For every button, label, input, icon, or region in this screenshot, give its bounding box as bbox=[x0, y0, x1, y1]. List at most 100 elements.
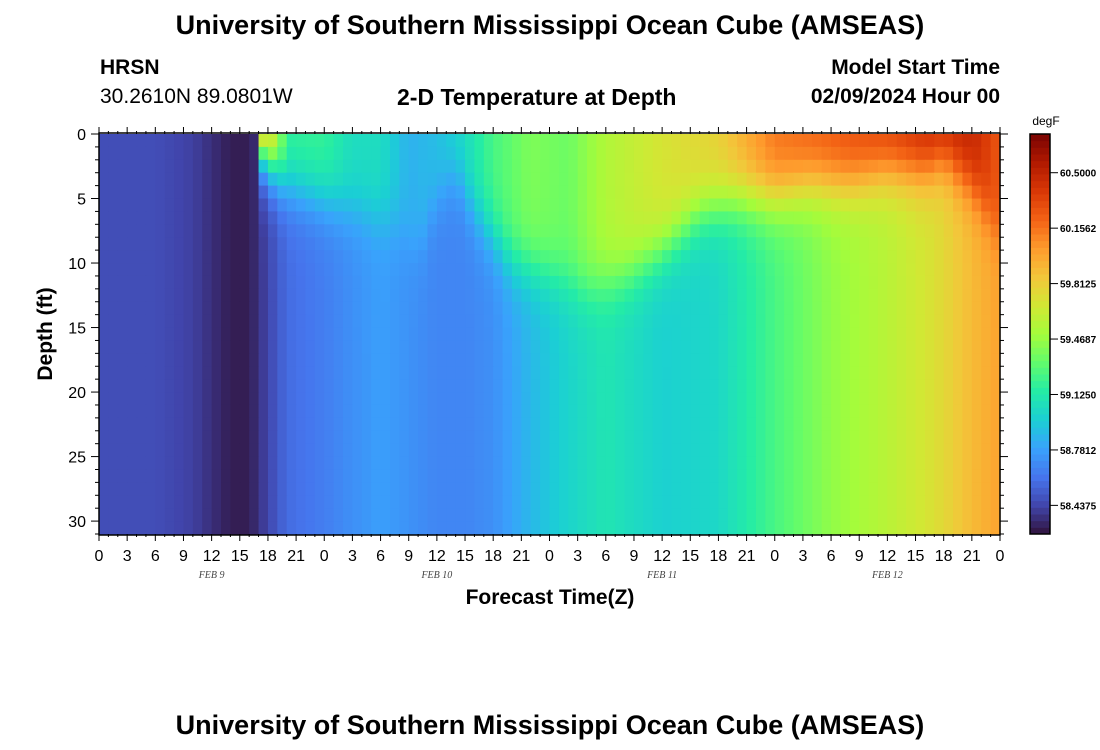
heatmap-cell bbox=[765, 366, 776, 380]
heatmap-cell bbox=[296, 366, 307, 380]
heatmap-cell bbox=[812, 275, 823, 290]
heatmap-cell bbox=[249, 327, 260, 342]
heatmap-cell bbox=[483, 366, 494, 380]
heatmap-cell bbox=[174, 237, 185, 251]
heatmap-cell bbox=[953, 275, 964, 290]
heatmap-cell bbox=[465, 172, 476, 187]
heatmap-cell bbox=[774, 224, 785, 238]
heatmap-cell bbox=[108, 482, 119, 496]
heatmap-cell bbox=[727, 482, 738, 496]
heatmap-cell bbox=[943, 469, 954, 483]
heatmap-cell bbox=[737, 340, 748, 354]
heatmap-cell bbox=[643, 508, 654, 522]
heatmap-cell bbox=[221, 172, 231, 187]
colorbar-band bbox=[1030, 340, 1050, 348]
heatmap-cell bbox=[418, 340, 429, 354]
heatmap-cell bbox=[117, 495, 128, 509]
heatmap-cell bbox=[624, 482, 635, 496]
heatmap-cell bbox=[831, 340, 842, 354]
heatmap-cell bbox=[296, 417, 307, 432]
heatmap-cell bbox=[605, 263, 616, 277]
heatmap-cell bbox=[314, 159, 325, 174]
heatmap-cell bbox=[765, 392, 776, 406]
heatmap-cell bbox=[99, 456, 109, 471]
heatmap-cell bbox=[549, 134, 560, 148]
heatmap-cell bbox=[690, 482, 701, 496]
colorbar-band bbox=[1030, 427, 1050, 435]
heatmap-cell bbox=[371, 482, 382, 496]
heatmap-cell bbox=[549, 288, 560, 303]
heatmap-cell bbox=[699, 250, 710, 264]
heatmap-cell bbox=[267, 482, 278, 496]
heatmap-cell bbox=[699, 430, 710, 445]
heatmap-cell bbox=[746, 314, 757, 329]
heatmap-cell bbox=[737, 172, 748, 187]
heatmap-cell bbox=[887, 521, 898, 535]
heatmap-cell bbox=[239, 469, 250, 483]
heatmap-cell bbox=[333, 508, 344, 522]
heatmap-cell bbox=[164, 134, 175, 148]
heatmap-cell bbox=[192, 469, 203, 483]
heatmap-cell bbox=[784, 508, 795, 522]
heatmap-cell bbox=[389, 482, 400, 496]
heatmap-cell bbox=[277, 250, 288, 264]
heatmap-cell bbox=[305, 159, 316, 174]
heatmap-cell bbox=[906, 430, 917, 445]
heatmap-cell bbox=[371, 134, 382, 148]
heatmap-cell bbox=[587, 508, 598, 522]
heatmap-cell bbox=[568, 495, 579, 509]
heatmap-cell bbox=[859, 185, 870, 200]
heatmap-cell bbox=[465, 417, 476, 432]
heatmap-cell bbox=[924, 430, 935, 445]
heatmap-cell bbox=[408, 237, 419, 251]
heatmap-cell bbox=[117, 417, 128, 432]
heatmap-cell bbox=[868, 250, 879, 264]
heatmap-cell bbox=[258, 250, 269, 264]
heatmap-cell bbox=[662, 430, 673, 445]
heatmap-cell bbox=[211, 237, 222, 251]
heatmap-cell bbox=[558, 521, 569, 535]
heatmap-cell bbox=[314, 134, 325, 148]
heatmap-cell bbox=[558, 482, 569, 496]
heatmap-cell bbox=[258, 146, 269, 161]
heatmap-cell bbox=[587, 482, 598, 496]
heatmap-cell bbox=[784, 288, 795, 303]
heatmap-cell bbox=[755, 443, 766, 458]
heatmap-cell bbox=[474, 301, 485, 316]
heatmap-cell bbox=[690, 404, 701, 419]
heatmap-cell bbox=[399, 430, 410, 445]
heatmap-cell bbox=[249, 275, 260, 290]
heatmap-cell bbox=[155, 495, 166, 509]
heatmap-cell bbox=[502, 327, 513, 342]
heatmap-cell bbox=[155, 404, 166, 419]
heatmap-cell bbox=[427, 211, 438, 225]
heatmap-cell bbox=[371, 508, 382, 522]
heatmap-cell bbox=[446, 417, 457, 432]
x-tick-label: 9 bbox=[179, 548, 188, 565]
heatmap-cell bbox=[221, 482, 231, 496]
heatmap-cell bbox=[793, 224, 804, 238]
heatmap-cell bbox=[990, 185, 1001, 200]
heatmap-cell bbox=[549, 521, 560, 535]
heatmap-cell bbox=[305, 469, 316, 483]
heatmap-cell bbox=[230, 521, 241, 535]
heatmap-cell bbox=[662, 443, 673, 458]
heatmap-cell bbox=[643, 275, 654, 290]
colorbar-band bbox=[1030, 307, 1050, 315]
heatmap-cell bbox=[934, 366, 945, 380]
heatmap-cell bbox=[962, 508, 973, 522]
heatmap-cell bbox=[821, 521, 832, 535]
heatmap-cell bbox=[709, 314, 720, 329]
heatmap-cell bbox=[286, 417, 297, 432]
heatmap-cell bbox=[718, 250, 729, 264]
heatmap-cell bbox=[615, 469, 626, 483]
heatmap-cell bbox=[934, 443, 945, 458]
heatmap-cell bbox=[343, 404, 354, 419]
heatmap-cell bbox=[418, 353, 429, 367]
heatmap-cell bbox=[117, 172, 128, 187]
heatmap-cell bbox=[164, 275, 175, 290]
heatmap-cell bbox=[99, 443, 109, 458]
heatmap-cell bbox=[530, 263, 541, 277]
heatmap-cell bbox=[521, 521, 532, 535]
heatmap-cell bbox=[802, 482, 813, 496]
